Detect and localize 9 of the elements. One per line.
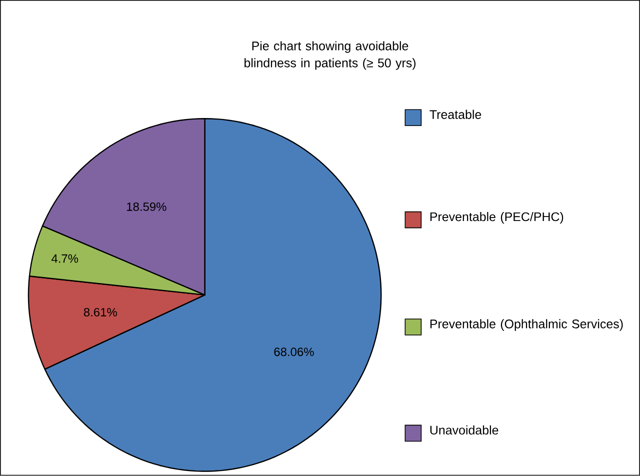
legend-label: Unavoidable xyxy=(430,426,498,435)
chart-title: Pie chart showing avoidable blindness in patients (≥ 50 yrs) xyxy=(244,41,416,70)
data-label: 18.59% xyxy=(127,202,166,212)
data-label: 8.61% xyxy=(84,308,117,317)
data-label: 68.06% xyxy=(274,348,314,356)
legend-label: Treatable xyxy=(430,110,482,120)
legend-label: Preventable (Ophthalmic Services) xyxy=(430,319,623,331)
legend-label: Preventable (PEC/PHC) xyxy=(430,212,564,224)
data-label: 4.7% xyxy=(51,254,78,263)
